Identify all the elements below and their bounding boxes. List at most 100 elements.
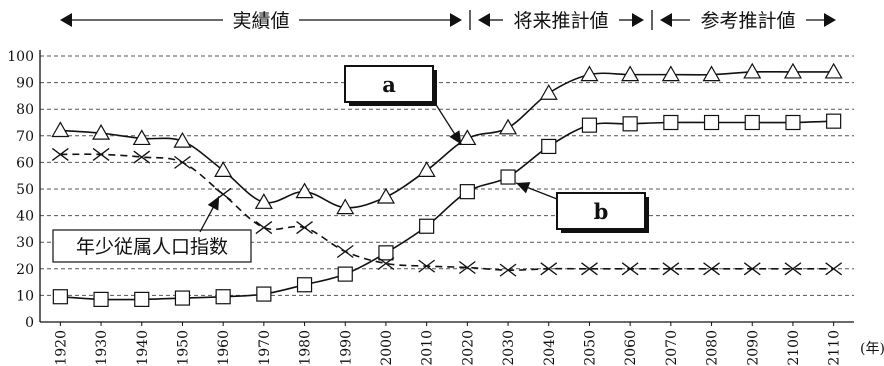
y-tick-label: 50: [16, 182, 34, 198]
x-tick-label: 2000: [379, 330, 395, 366]
cross-marker: [581, 262, 598, 276]
y-tick-label: 90: [16, 76, 34, 92]
period-arrow-right: [632, 13, 644, 27]
x-tick-label: 2100: [786, 330, 802, 366]
triangle-marker: [580, 65, 599, 82]
square-marker: [174, 290, 191, 306]
cross-marker: [499, 263, 517, 277]
triangle-marker: [376, 187, 395, 204]
triangle-marker: [783, 62, 802, 79]
x-tick-label: 1980: [298, 330, 314, 366]
cross-marker: [51, 147, 69, 161]
period-label: 実績値: [232, 10, 289, 32]
x-tick-label: 2090: [745, 330, 761, 366]
triangle-marker: [295, 182, 314, 199]
cross-marker: [662, 262, 680, 276]
square-marker: [52, 289, 68, 305]
y-tick-label: 80: [16, 102, 34, 118]
cross-marker: [174, 155, 191, 169]
cross-marker: [336, 244, 354, 259]
cross-marker: [825, 262, 843, 276]
period-arrow-right: [450, 13, 462, 27]
period-arrow-left: [60, 13, 72, 27]
square-marker: [296, 277, 313, 293]
period-label: 将来推計値: [513, 10, 608, 32]
x-tick-label: 1930: [94, 330, 110, 366]
triangle-marker: [173, 131, 192, 148]
triangle-marker: [132, 129, 151, 146]
square-marker: [93, 291, 109, 307]
period-arrow-left: [660, 13, 672, 27]
annotations: a b 年少従属人口指数: [52, 65, 649, 263]
cross-marker: [540, 262, 558, 276]
cross-marker: [621, 262, 639, 276]
cross-marker: [458, 260, 476, 274]
triangle-marker: [499, 118, 518, 135]
square-marker: [826, 113, 842, 129]
x-tick-label: 1960: [216, 330, 232, 366]
callout-box-a: [344, 65, 434, 103]
x-tick-label: 1940: [135, 330, 151, 366]
square-marker: [419, 218, 435, 234]
x-tick-label: 1920: [53, 330, 69, 366]
period-arrow-right: [824, 13, 836, 27]
x-tick-label: 1990: [338, 330, 354, 366]
square-marker: [378, 245, 394, 261]
cross-marker: [377, 256, 395, 270]
y-tick-label: 20: [16, 262, 34, 278]
y-tick-label: 30: [16, 235, 34, 251]
x-axis: 1920 1930 1940 1950 1960 1970 1980 1990 2000 2010…: [40, 321, 884, 366]
x-tick-label: 2060: [623, 330, 639, 366]
square-marker: [785, 114, 801, 131]
pointer-young-dependency-head: [207, 196, 220, 211]
triangle-marker: [539, 84, 558, 100]
square-marker: [541, 138, 557, 155]
square-marker: [744, 114, 760, 131]
triangle-marker: [743, 62, 762, 79]
x-tick-label: 2040: [542, 330, 558, 366]
cross-marker: [418, 259, 436, 273]
cross-marker: [296, 221, 313, 235]
square-marker: [215, 289, 231, 305]
x-tick-label: 1970: [257, 330, 273, 366]
x-tick-label: 2020: [460, 330, 476, 366]
cross-marker: [133, 150, 151, 164]
triangle-marker: [214, 161, 233, 177]
label-box-young-dependency: [52, 229, 252, 263]
x-tick-label: 2010: [420, 330, 436, 366]
cross-marker: [92, 147, 110, 161]
y-tick-label: 100: [7, 49, 34, 65]
callout-box-b-text: b: [594, 199, 609, 224]
period-arrow-left: [478, 13, 490, 27]
triangle-marker: [702, 65, 721, 82]
period-header: 実績値 将来推計値 参考推計値: [60, 10, 836, 32]
square-marker: [134, 291, 150, 307]
callout-box-b: [556, 192, 646, 230]
x-tick-label: 2030: [501, 330, 517, 366]
callout-box-a-text: a: [382, 72, 396, 97]
square-marker: [459, 184, 475, 200]
y-tick-label: 70: [16, 129, 34, 145]
x-tick-label: 2080: [705, 330, 721, 366]
series-line: [60, 70, 834, 209]
y-tick-label: 40: [16, 209, 34, 225]
square-marker: [500, 169, 516, 185]
triangle-marker: [824, 62, 843, 79]
gridlines: [40, 55, 854, 296]
y-tick-label: 0: [25, 315, 34, 331]
triangle-marker: [661, 65, 680, 82]
x-axis-label: (年): [860, 341, 884, 357]
cross-marker: [743, 262, 761, 276]
y-axis: 0 10 20 30 40 50 60 70 80 90 100: [7, 49, 41, 331]
triangle-marker: [92, 123, 111, 140]
triangle-marker: [254, 193, 273, 209]
cross-marker: [784, 262, 802, 276]
triangle-marker: [51, 121, 70, 138]
triangle-marker: [336, 198, 355, 215]
square-marker: [337, 266, 353, 282]
y-tick-label: 10: [16, 288, 34, 304]
x-tick-label: 2050: [582, 330, 598, 366]
series-layer: [51, 62, 843, 307]
callout-pointer-b-head: [516, 182, 531, 194]
